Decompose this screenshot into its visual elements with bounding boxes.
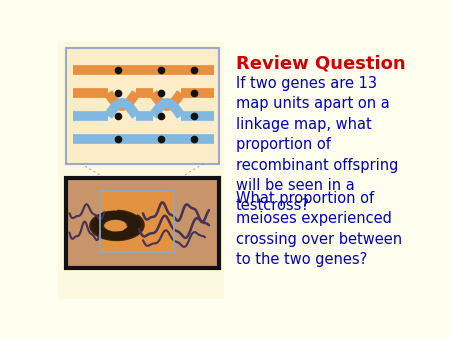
Text: What proportion of
meioses experienced
crossing over between
to the two genes?: What proportion of meioses experienced c… (236, 191, 402, 267)
Bar (100, 192, 174, 251)
Bar (100, 192, 174, 251)
Bar (66, 48, 219, 164)
Text: If two genes are 13
map units apart on a
linkage map, what
proportion of
recombi: If two genes are 13 map units apart on a… (236, 76, 398, 213)
Bar (58, 42, 225, 299)
Bar (66, 178, 219, 268)
Text: Review Question: Review Question (236, 54, 406, 72)
